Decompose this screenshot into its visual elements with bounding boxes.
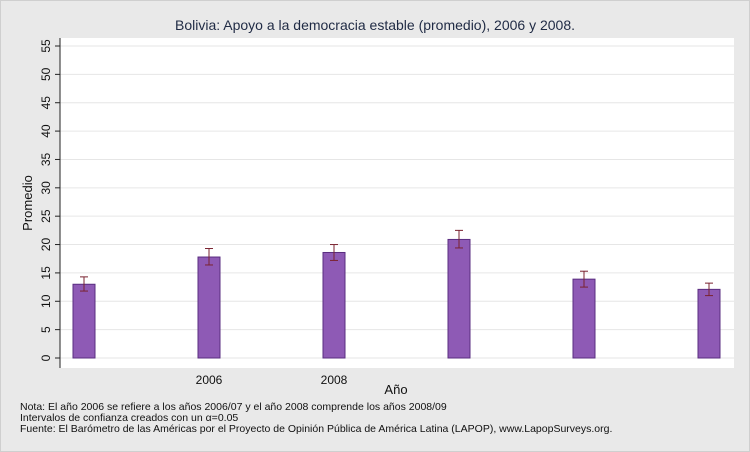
y-tick-label: 55 xyxy=(39,39,53,53)
error-bar xyxy=(580,270,588,288)
note-line-3: Fuente: El Barómetro de las Américas por… xyxy=(20,423,613,435)
chart-title: Bolivia: Apoyo a la democracia estable (… xyxy=(174,17,575,33)
y-tick-label: 5 xyxy=(39,326,53,333)
y-tick-label: 15 xyxy=(39,266,53,280)
error-bars xyxy=(80,229,713,297)
bar xyxy=(447,238,471,359)
error-bar xyxy=(330,244,338,261)
bar xyxy=(322,251,346,359)
error-bar xyxy=(80,276,88,292)
note-line-1: Nota: El año 2006 se refiere a los años … xyxy=(20,401,447,413)
y-tick-label: 50 xyxy=(39,67,53,81)
y-tick-label: 20 xyxy=(39,238,53,252)
gridlines xyxy=(60,45,734,359)
bar xyxy=(697,288,721,359)
x-axis-label: Año xyxy=(384,382,407,397)
y-tick-label: 35 xyxy=(39,152,53,166)
error-bar xyxy=(455,229,463,249)
bar xyxy=(572,278,596,359)
x-tick-label: 2006 xyxy=(196,373,223,387)
plot-area xyxy=(60,38,734,368)
bars xyxy=(72,238,721,359)
x-tick-labels: 2006 2008 xyxy=(196,373,348,387)
y-tick-label: 0 xyxy=(39,354,53,361)
bar xyxy=(197,256,221,359)
y-tick-label: 25 xyxy=(39,209,53,223)
bar xyxy=(72,283,96,359)
y-tick-label: 40 xyxy=(39,124,53,138)
y-tick-label: 10 xyxy=(39,294,53,308)
y-tick-label: 45 xyxy=(39,96,53,110)
error-bar xyxy=(205,248,213,266)
y-axis: 0 5 10 15 20 25 30 35 40 45 50 55 xyxy=(39,38,61,368)
y-axis-label: Promedio xyxy=(20,175,35,231)
x-tick-label: 2008 xyxy=(321,373,348,387)
y-tick-label: 30 xyxy=(39,181,53,195)
note-line-2: Intervalos de confianza creados con un α… xyxy=(20,412,239,424)
error-bar xyxy=(705,282,713,297)
